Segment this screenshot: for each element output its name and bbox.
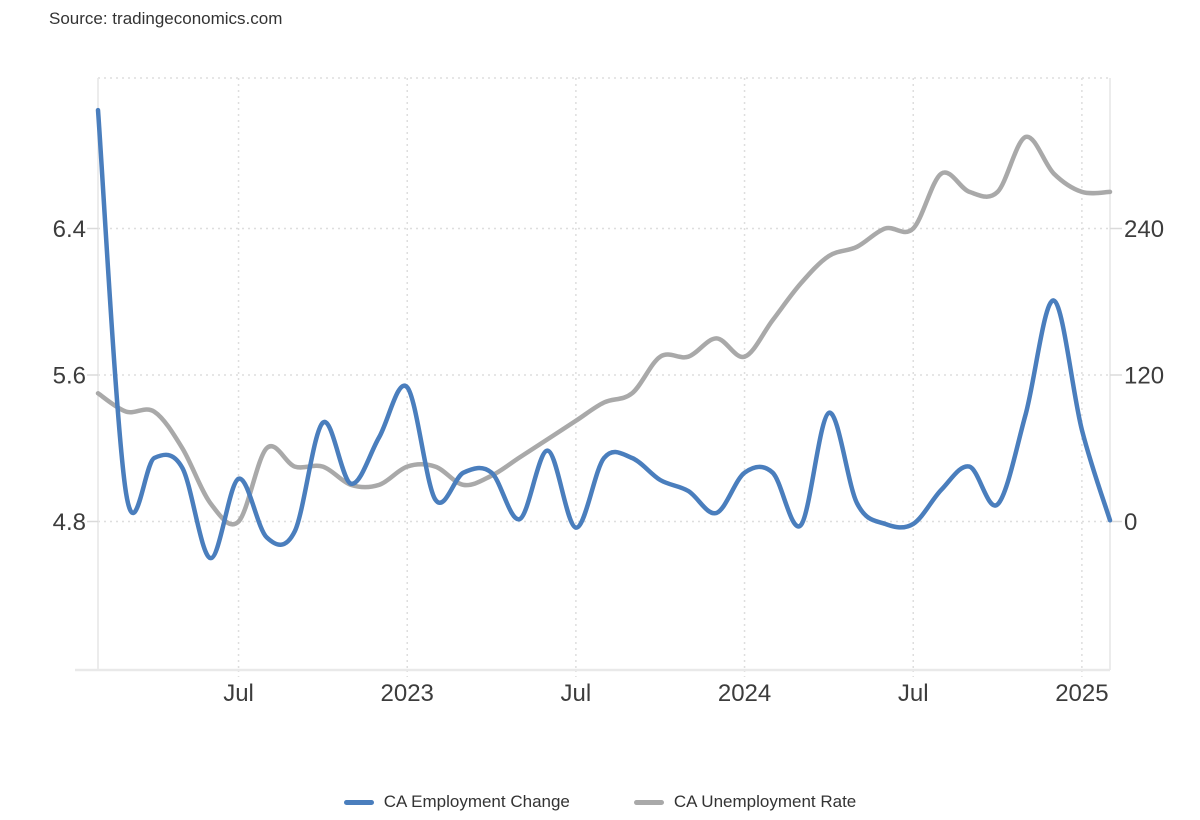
y-axis-label-left: 4.8 [53, 509, 86, 536]
employment-change-swatch-icon [343, 799, 374, 805]
chart-canvas[interactable]: 6.4 5.6 4.8 240 120 0 Jul 2023 Jul 2024 Jul 2025 [0, 0, 1200, 760]
legend-label: CA Employment Change [383, 792, 570, 811]
x-axis-label: 2025 [1055, 680, 1108, 707]
x-axis-label: 2024 [718, 680, 771, 707]
y-axis-label-right: 120 [1124, 363, 1164, 390]
legend-item-employment-change[interactable]: CA Employment Change [343, 792, 570, 812]
x-axis-label: Jul [223, 680, 254, 707]
employment-change-line[interactable] [95, 107, 1113, 561]
legend: CA Employment Change CA Unemployment Rat… [0, 792, 1200, 812]
y-axis-label-left: 6.4 [53, 216, 86, 243]
unemployment-rate-line[interactable] [95, 134, 1113, 527]
legend-label: CA Unemployment Rate [673, 792, 857, 811]
unemployment-rate-swatch-icon [633, 799, 664, 805]
legend-item-unemployment-rate[interactable]: CA Unemployment Rate [633, 792, 857, 812]
source-text: Source: tradingeconomics.com [49, 9, 283, 28]
x-axis-label: Jul [561, 680, 592, 707]
y-axis-label-right: 0 [1124, 509, 1137, 536]
y-axis-label-right: 240 [1124, 216, 1164, 243]
x-axis-label: Jul [898, 680, 929, 707]
x-axis-label: 2023 [381, 680, 434, 707]
y-axis-label-left: 5.6 [53, 363, 86, 390]
